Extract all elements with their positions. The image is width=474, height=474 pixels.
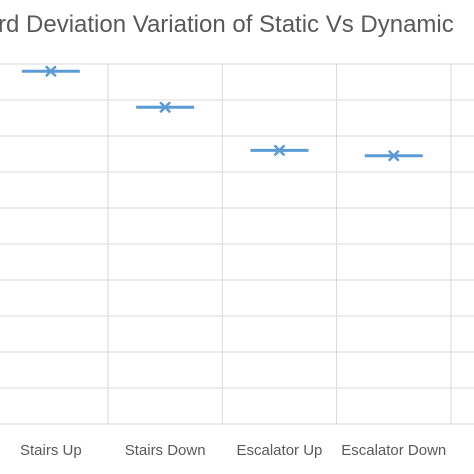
x-marker [387, 149, 400, 162]
data-point [250, 144, 309, 157]
data-point [136, 101, 195, 114]
data-point [21, 65, 80, 78]
x-axis-labels: Stairs Up Stairs Down Escalator Up Escalato… [20, 442, 446, 459]
x-marker [44, 65, 57, 78]
chart-title: rd Deviation Variation of Static Vs Dyna… [0, 11, 454, 38]
data-marks [21, 65, 423, 162]
x-tick-label: Escalator Up [237, 442, 323, 459]
x-marker [273, 144, 286, 157]
x-marker [159, 101, 172, 114]
gridlines [0, 63, 474, 425]
x-tick-label: Escalator Down [341, 442, 446, 459]
x-tick-label: Stairs Down [125, 442, 206, 459]
data-point [364, 149, 423, 162]
x-tick-label: Stairs Up [20, 442, 82, 459]
